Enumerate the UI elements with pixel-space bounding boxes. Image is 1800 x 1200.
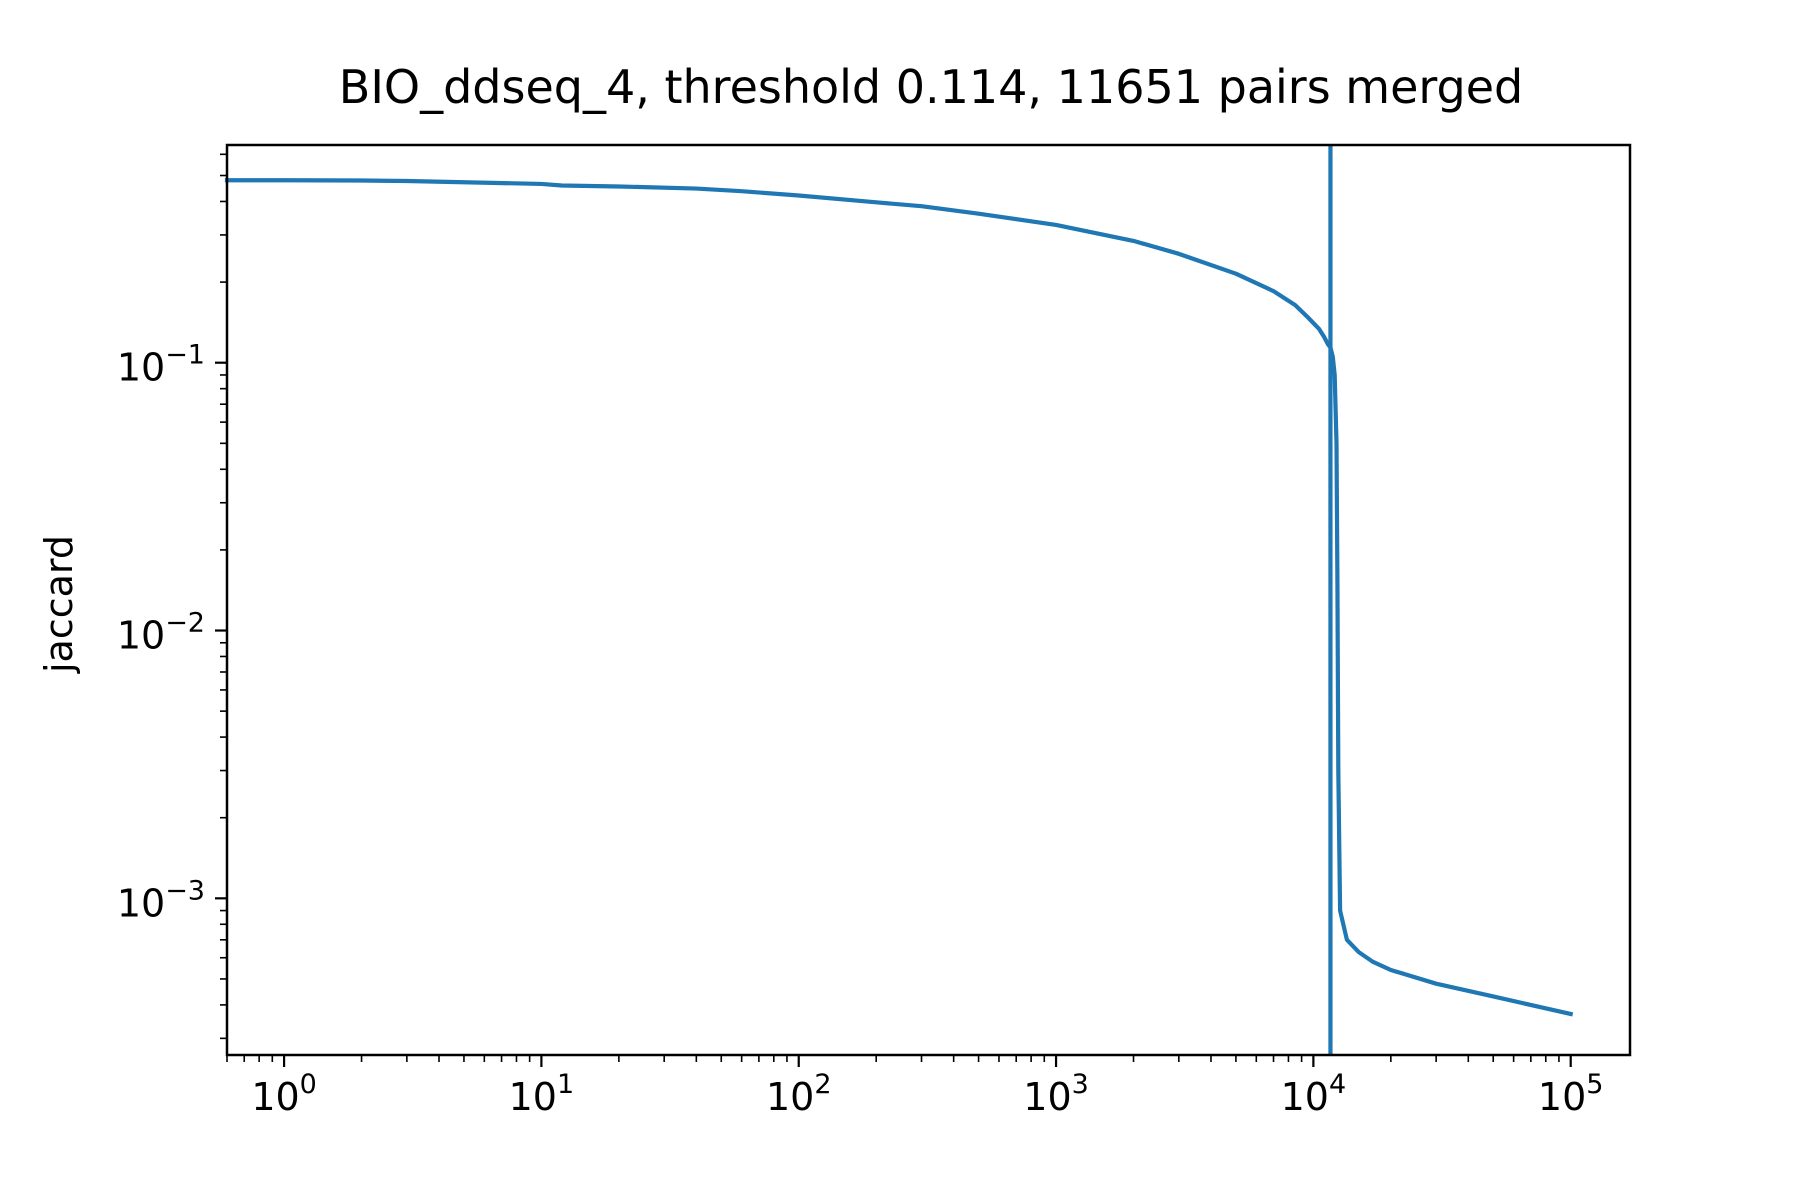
x-tick-label-exponent: 0 (300, 1069, 317, 1100)
x-tick-label-base: 10 (1023, 1075, 1071, 1119)
x-tick-label: 100 (251, 1069, 317, 1119)
x-tick-label-base: 10 (509, 1075, 557, 1119)
x-tick-label-exponent: 3 (1072, 1069, 1089, 1100)
plot-area (224, 145, 1574, 1055)
x-tick-label: 103 (1023, 1069, 1089, 1119)
y-tick-label: 10−1 (117, 340, 205, 390)
x-tick-label: 101 (509, 1069, 575, 1119)
series-line-0 (224, 178, 1574, 1017)
x-tick-label-base: 10 (251, 1075, 299, 1119)
x-tick-label-base: 10 (1281, 1075, 1329, 1119)
x-tick-label: 102 (766, 1069, 832, 1119)
x-tick-label: 104 (1281, 1069, 1347, 1119)
chart-title: BIO_ddseq_4, threshold 0.114, 11651 pair… (339, 60, 1523, 114)
y-tick-label: 10−2 (117, 608, 205, 658)
y-tick-label-exponent: −3 (165, 875, 205, 906)
y-axis-label: jaccard (37, 535, 81, 674)
y-tick-label-base: 10 (117, 614, 165, 658)
x-tick-label-base: 10 (766, 1075, 814, 1119)
y-tick-label-base: 10 (117, 881, 165, 925)
x-tick-label-base: 10 (1538, 1075, 1586, 1119)
y-tick-label-exponent: −2 (165, 608, 205, 639)
plot-frame (225, 143, 1632, 1057)
y-tick-label-exponent: −1 (165, 340, 205, 371)
x-tick-label-exponent: 1 (557, 1069, 574, 1100)
x-tick-label-exponent: 2 (814, 1069, 831, 1100)
x-tick-label-exponent: 4 (1329, 1069, 1346, 1100)
y-tick-label-base: 10 (117, 346, 165, 390)
y-tick-label: 10−3 (117, 875, 205, 925)
x-tick-label: 105 (1538, 1069, 1604, 1119)
x-tick-label-exponent: 5 (1586, 1069, 1603, 1100)
